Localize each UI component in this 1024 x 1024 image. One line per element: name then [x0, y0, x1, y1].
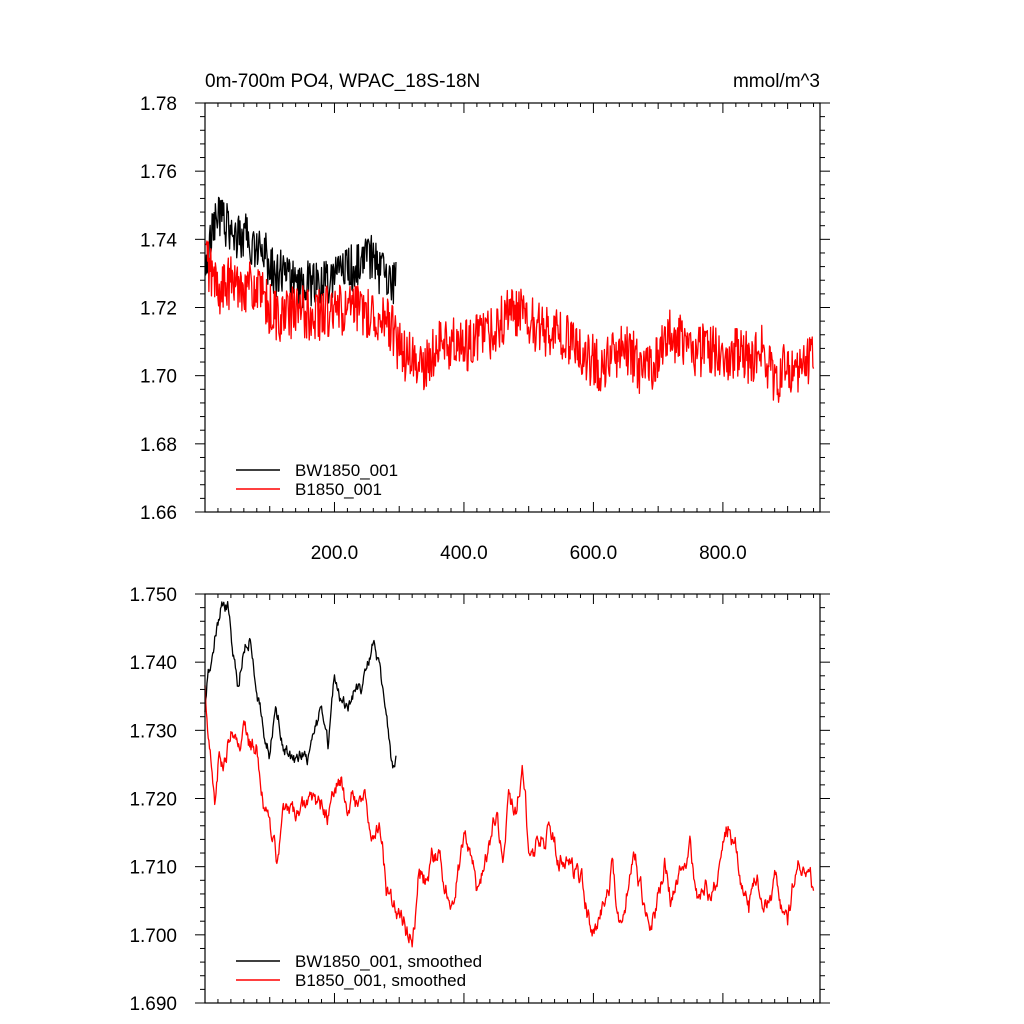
legend-label-1: BW1850_001, smoothed [295, 952, 482, 971]
x-tick-label: 800.0 [699, 543, 747, 564]
series-line-1 [204, 196, 397, 309]
legend-label-2: B1850_001 [295, 480, 382, 499]
y-tick-label: 1.690 [129, 994, 177, 1015]
bottom-panel: 1.690 1.700 1.710 1.720 1.730 1.740 1.750 BW18… [129, 585, 830, 1015]
y-tick-label: 1.68 [140, 435, 177, 456]
top-tick-labels: 1.66 1.68 1.70 1.72 1.74 1.76 1.78 200.0 400.0 60… [140, 94, 747, 564]
y-tick-label: 1.74 [140, 230, 177, 251]
y-tick-label: 1.72 [140, 299, 177, 320]
x-tick-label: 600.0 [570, 543, 618, 564]
top-axis-ticks [195, 102, 830, 513]
y-tick-label: 1.740 [129, 653, 177, 674]
legend-label-1: BW1850_001 [295, 461, 398, 480]
y-tick-label: 1.710 [129, 858, 177, 879]
y-tick-label: 1.730 [129, 721, 177, 742]
y-tick-label: 1.78 [140, 94, 177, 115]
units-label: mmol/m^3 [733, 71, 820, 92]
bottom-series-lines [204, 601, 815, 948]
chart-title: 0m-700m PO4, WPAC_18S-18N [205, 71, 480, 92]
top-series-lines [204, 196, 815, 403]
x-tick-label: 200.0 [311, 543, 359, 564]
y-tick-label: 1.76 [140, 162, 177, 183]
legend-label-2: B1850_001, smoothed [295, 971, 466, 990]
top-panel: 0m-700m PO4, WPAC_18S-18N mmol/m^3 1.661… [140, 71, 830, 564]
y-tick-label: 1.750 [129, 585, 177, 606]
x-tick-label: 400.0 [440, 543, 488, 564]
series-line-2 [204, 685, 815, 948]
y-tick-label: 1.70 [140, 367, 177, 388]
top-plot-frame [204, 102, 821, 513]
series-line-2 [204, 240, 815, 403]
y-tick-label: 1.66 [140, 503, 177, 524]
bottom-axis-ticks [195, 593, 830, 1004]
y-tick-label: 1.700 [129, 926, 177, 947]
y-tick-label: 1.720 [129, 790, 177, 811]
bottom-tick-labels: 1.690 1.700 1.710 1.720 1.730 1.740 1.750 [129, 585, 177, 1015]
bottom-plot-frame [204, 593, 821, 1004]
series-line-1 [204, 601, 397, 769]
